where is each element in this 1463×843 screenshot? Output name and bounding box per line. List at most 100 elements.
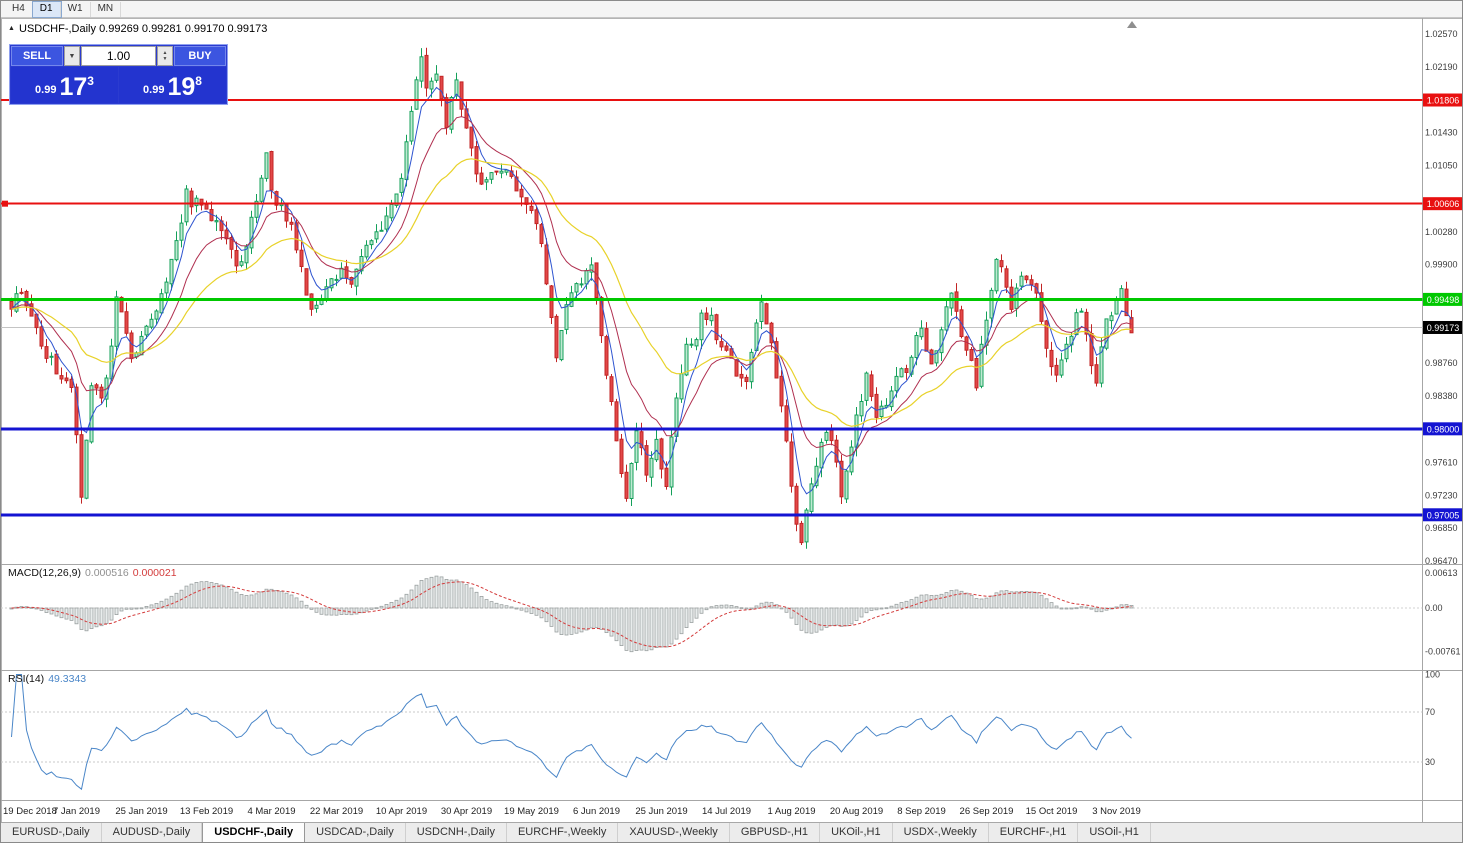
date-axis-label: 15 Oct 2019 bbox=[1026, 806, 1078, 817]
sell-button[interactable]: SELL bbox=[11, 46, 63, 66]
macd-axis-tick: 0.00 bbox=[1425, 603, 1443, 613]
date-axis-label: 6 Jun 2019 bbox=[573, 806, 620, 817]
date-axis-label: 25 Jun 2019 bbox=[635, 806, 687, 817]
sell-price-big: 17 bbox=[59, 73, 88, 101]
timeframe-button-h4[interactable]: H4 bbox=[5, 1, 33, 17]
rsi-value: 49.3343 bbox=[48, 673, 87, 685]
rsi-axis-tick: 70 bbox=[1425, 707, 1435, 717]
symbol-tab-usdcnh-daily[interactable]: USDCNH-,Daily bbox=[406, 823, 507, 842]
ma-fast-line bbox=[11, 86, 1132, 495]
macd-signal-line bbox=[11, 581, 1132, 648]
hline-price-label-text: 0.98000 bbox=[1427, 424, 1460, 434]
date-axis-label: 19 May 2019 bbox=[504, 806, 559, 817]
chevron-down-icon: ▼ bbox=[68, 52, 76, 60]
symbol-tab-usdx-weekly[interactable]: USDX-,Weekly bbox=[893, 823, 989, 842]
current-price-label-text: 0.99173 bbox=[1427, 323, 1460, 333]
price-axis-tick: 0.98380 bbox=[1425, 391, 1458, 401]
hline-price-label bbox=[1423, 292, 1462, 306]
chart-window-frame bbox=[1, 18, 1462, 824]
macd-histogram bbox=[9, 575, 1134, 653]
ma-medium-line bbox=[11, 116, 1132, 457]
macd-axis-tick: 0.00613 bbox=[1425, 568, 1458, 578]
macd-indicator-label: MACD(12,26,9) 0.000516 0.000021 bbox=[8, 567, 177, 579]
symbol-collapse-icon[interactable]: ▲ bbox=[8, 25, 15, 32]
ohlc-high-value: 0.99281 bbox=[141, 23, 182, 35]
symbol-tab-usdcad-daily[interactable]: USDCAD-,Daily bbox=[305, 823, 406, 842]
date-axis-label: 7 Jan 2019 bbox=[53, 806, 100, 817]
price-axis-tick: 0.96850 bbox=[1425, 523, 1458, 533]
price-axis-tick: 0.97230 bbox=[1425, 490, 1458, 500]
rsi-name: RSI(14) bbox=[8, 673, 45, 685]
symbol-tab-xauusd-weekly[interactable]: XAUUSD-,Weekly bbox=[618, 823, 730, 842]
volume-input[interactable] bbox=[81, 46, 156, 66]
hline-drag-handle[interactable] bbox=[2, 200, 8, 207]
rsi-indicator-label: RSI(14) 49.3343 bbox=[8, 673, 86, 685]
date-axis-label: 26 Sep 2019 bbox=[960, 806, 1014, 817]
symbol-tab-eurusd-daily[interactable]: EURUSD-,Daily bbox=[1, 823, 102, 842]
date-axis-label: 8 Sep 2019 bbox=[897, 806, 946, 817]
date-axis-label: 14 Jul 2019 bbox=[702, 806, 751, 817]
price-axis-tick: 0.99900 bbox=[1425, 260, 1458, 270]
symbol-tab-gbpusd-h1[interactable]: GBPUSD-,H1 bbox=[730, 823, 821, 842]
hline-price-label bbox=[1423, 508, 1462, 522]
rsi-axis-tick: 100 bbox=[1425, 670, 1440, 680]
timeframe-button-d1[interactable]: D1 bbox=[31, 1, 62, 18]
date-axis-label: 3 Nov 2019 bbox=[1092, 806, 1141, 817]
macd-signal-value: 0.000021 bbox=[132, 567, 177, 579]
ma-slow-line bbox=[11, 158, 1132, 427]
date-axis-label: 30 Apr 2019 bbox=[441, 806, 492, 817]
date-axis-label: 20 Aug 2019 bbox=[830, 806, 883, 817]
macd-name: MACD(12,26,9) bbox=[8, 567, 81, 579]
sell-price-prefix: 0.99 bbox=[35, 84, 57, 96]
timeframe-button-mn[interactable]: MN bbox=[91, 1, 122, 17]
price-axis-tick: 0.96470 bbox=[1425, 556, 1458, 566]
chart-shift-icon[interactable] bbox=[1127, 21, 1137, 28]
volume-spinner[interactable]: ▲ ▼ bbox=[157, 46, 173, 66]
price-axis-tick: 0.98760 bbox=[1425, 358, 1458, 368]
spinner-down-icon: ▼ bbox=[162, 56, 168, 62]
buy-button[interactable]: BUY bbox=[174, 46, 226, 66]
symbol-tab-eurchf-weekly[interactable]: EURCHF-,Weekly bbox=[507, 823, 619, 842]
symbol-tab-ukoil-h1[interactable]: UKOil-,H1 bbox=[820, 823, 893, 842]
hline-price-label bbox=[1423, 197, 1462, 211]
hline-price-label-text: 1.00606 bbox=[1427, 199, 1460, 209]
date-axis-label: 22 Mar 2019 bbox=[310, 806, 363, 817]
hline-price-label bbox=[1423, 422, 1462, 436]
macd-main-value: 0.000516 bbox=[84, 567, 129, 579]
date-axis-label: 25 Jan 2019 bbox=[115, 806, 167, 817]
price-axis-tick: 1.01430 bbox=[1425, 127, 1458, 137]
price-axis-tick: 0.97610 bbox=[1425, 458, 1458, 468]
chart-ohlc-header: ▲ USDCHF-,Daily 0.99269 0.99281 0.99170 … bbox=[8, 23, 267, 35]
rsi-line bbox=[11, 674, 1132, 791]
date-axis-label: 10 Apr 2019 bbox=[376, 806, 427, 817]
date-axis-label: 1 Aug 2019 bbox=[767, 806, 815, 817]
ohlc-open-value: 0.99269 bbox=[99, 23, 139, 35]
volume-dropdown[interactable]: ▼ bbox=[64, 46, 80, 66]
price-axis-tick: 1.01050 bbox=[1425, 160, 1458, 170]
rsi-axis-tick: 30 bbox=[1425, 757, 1435, 767]
buy-price-display[interactable]: 0.99 19 8 bbox=[119, 67, 226, 103]
price-axis-tick: 1.02190 bbox=[1425, 62, 1458, 72]
date-axis-label: 4 Mar 2019 bbox=[247, 806, 295, 817]
ohlc-low-value: 0.99170 bbox=[184, 23, 225, 35]
date-axis-label: 13 Feb 2019 bbox=[180, 806, 233, 817]
symbol-tab-eurchf-h1[interactable]: EURCHF-,H1 bbox=[989, 823, 1079, 842]
timeframe-button-w1[interactable]: W1 bbox=[61, 1, 91, 17]
candlestick-series bbox=[9, 47, 1134, 549]
macd-axis-tick: -0.00761 bbox=[1425, 646, 1461, 656]
symbol-tabs-bar: EURUSD-,Daily AUDUSD-,Daily USDCHF-,Daily U… bbox=[1, 822, 1462, 842]
price-axis-tick: 1.00280 bbox=[1425, 227, 1458, 237]
symbol-tab-usoil-h1[interactable]: USOil-,H1 bbox=[1078, 823, 1151, 842]
chart-symbol-label: USDCHF-,Daily bbox=[19, 23, 96, 35]
sell-price-display[interactable]: 0.99 17 3 bbox=[11, 67, 118, 103]
date-axis-label: 19 Dec 2018 bbox=[3, 806, 57, 817]
symbol-tab-audusd-daily[interactable]: AUDUSD-,Daily bbox=[102, 823, 203, 842]
current-price-label bbox=[1423, 320, 1462, 334]
symbol-tab-usdchf-daily[interactable]: USDCHF-,Daily bbox=[202, 823, 306, 842]
buy-price-pip: 8 bbox=[195, 74, 202, 88]
price-axis-tick: 1.02570 bbox=[1425, 29, 1458, 39]
